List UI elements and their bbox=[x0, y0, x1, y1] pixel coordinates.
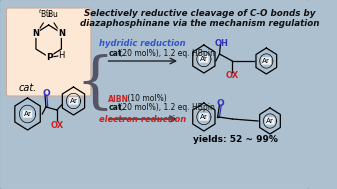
Text: cat.: cat. bbox=[109, 104, 125, 112]
Text: Ar: Ar bbox=[69, 98, 78, 104]
Text: Ar: Ar bbox=[24, 111, 32, 117]
Text: O: O bbox=[217, 98, 224, 108]
Text: Selectively reductive cleavage of C-O bonds by: Selectively reductive cleavage of C-O bo… bbox=[85, 9, 316, 18]
Text: N: N bbox=[58, 29, 65, 37]
FancyBboxPatch shape bbox=[6, 8, 91, 96]
Text: Ar: Ar bbox=[200, 114, 208, 120]
Text: $^t$Bu: $^t$Bu bbox=[38, 8, 52, 20]
Text: Ar: Ar bbox=[200, 56, 208, 62]
Text: electron reduction: electron reduction bbox=[99, 115, 186, 123]
Text: cat.: cat. bbox=[18, 83, 37, 93]
Text: (20 mol%), 1.2 eq. HBpin: (20 mol%), 1.2 eq. HBpin bbox=[117, 104, 215, 112]
Text: (20 mol%), 1.2 eq. HBpin: (20 mol%), 1.2 eq. HBpin bbox=[117, 50, 215, 59]
Text: Ar: Ar bbox=[266, 118, 274, 124]
Text: OH: OH bbox=[214, 39, 228, 47]
Text: Ar: Ar bbox=[262, 58, 270, 64]
Text: H: H bbox=[58, 51, 65, 60]
Text: yields: 52 ~ 99%: yields: 52 ~ 99% bbox=[193, 135, 278, 143]
Text: {: { bbox=[75, 54, 114, 114]
FancyBboxPatch shape bbox=[0, 0, 310, 189]
Text: (10 mol%): (10 mol%) bbox=[125, 94, 166, 104]
Text: O: O bbox=[42, 88, 50, 98]
Text: P: P bbox=[46, 53, 53, 61]
Text: OX: OX bbox=[226, 71, 239, 81]
Text: N: N bbox=[32, 29, 39, 37]
Text: OX: OX bbox=[50, 121, 64, 129]
Text: hydridic reduction: hydridic reduction bbox=[99, 40, 186, 49]
Text: diazaphosphinane via the mechanism regulation: diazaphosphinane via the mechanism regul… bbox=[81, 19, 320, 28]
Text: $^t$Bu: $^t$Bu bbox=[45, 8, 59, 20]
Text: cat.: cat. bbox=[109, 50, 125, 59]
Text: AIBN: AIBN bbox=[109, 94, 129, 104]
